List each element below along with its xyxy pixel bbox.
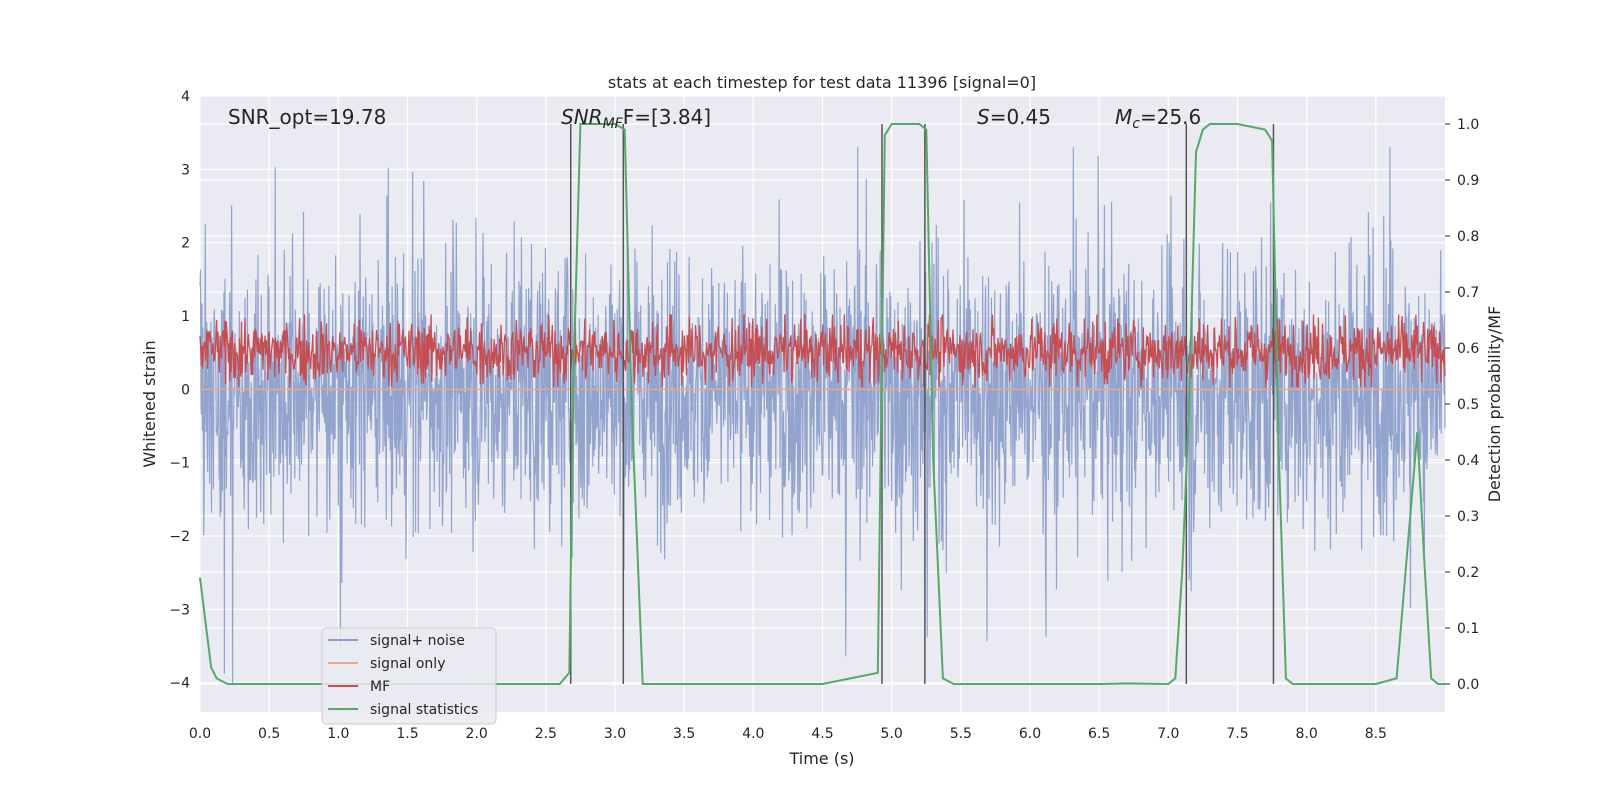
y-tick-label: 0 bbox=[181, 382, 190, 398]
x-tick-label: 1.0 bbox=[327, 726, 349, 742]
y2-tick-label: 0.1 bbox=[1457, 621, 1479, 637]
y-tick-label: 4 bbox=[181, 89, 190, 105]
legend-label-signal-only: signal only bbox=[370, 656, 445, 672]
y2-tick-label: 0.8 bbox=[1457, 229, 1479, 245]
y-tick-label: −2 bbox=[169, 529, 190, 545]
legend: signal+ noise signal only MF signal stat… bbox=[321, 627, 497, 725]
snr-opt-annotation: SNR_opt=19.78 bbox=[228, 105, 386, 129]
mc-annotation: Mc=25.6 bbox=[1115, 105, 1201, 132]
signal-noise-series bbox=[199, 147, 1446, 683]
x-tick-label: 0.5 bbox=[258, 726, 280, 742]
y2-tick-label: 0.9 bbox=[1457, 173, 1479, 189]
signal-statistics-line bbox=[199, 123, 1445, 686]
x-tick-label: 8.5 bbox=[1365, 726, 1387, 742]
y2-tick-label: 0.4 bbox=[1457, 453, 1479, 469]
y2-axis-label: Detection probability/MF bbox=[1485, 306, 1504, 503]
signal-statistics-series bbox=[199, 123, 1445, 686]
legend-label-signal-statistics: signal statistics bbox=[370, 702, 478, 718]
legend-label-mf: MF bbox=[370, 679, 390, 695]
y2-tick-label: 0.3 bbox=[1457, 509, 1479, 525]
x-ticks: 0.0 0.5 1.0 1.5 2.0 2.5 3.0 3.5 4.0 4.5 5.0 5.5 6.0 6… bbox=[189, 726, 1387, 742]
legend-box bbox=[321, 627, 497, 725]
y2-tick-label: 1.0 bbox=[1457, 117, 1479, 133]
x-tick-label: 3.5 bbox=[673, 726, 695, 742]
y-tick-label: −1 bbox=[169, 456, 190, 472]
signal-noise-line bbox=[199, 147, 1446, 683]
y2-tick-label: 0.0 bbox=[1457, 677, 1479, 693]
y-tick-label: 3 bbox=[181, 162, 190, 178]
y-tick-label: 2 bbox=[181, 236, 190, 252]
x-tick-label: 6.0 bbox=[1019, 726, 1041, 742]
y-axis-label: Whitened strain bbox=[140, 340, 159, 467]
x-tick-label: 0.0 bbox=[189, 726, 211, 742]
chart-title: stats at each timestep for test data 113… bbox=[608, 73, 1036, 92]
mf-line bbox=[199, 314, 1446, 388]
y-tick-label: 1 bbox=[181, 309, 190, 325]
y-tick-label: −3 bbox=[169, 602, 190, 618]
x-tick-label: 8.0 bbox=[1296, 726, 1318, 742]
x-tick-label: 2.0 bbox=[466, 726, 488, 742]
x-tick-label: 4.5 bbox=[811, 726, 833, 742]
x-axis-label: Time (s) bbox=[788, 749, 854, 768]
x-tick-label: 2.5 bbox=[535, 726, 557, 742]
y-ticks: 4 3 2 1 0 −1 −2 −3 −4 bbox=[169, 89, 190, 692]
y2-tick-label: 0.7 bbox=[1457, 285, 1479, 301]
legend-label-signal-noise: signal+ noise bbox=[370, 633, 465, 649]
grid bbox=[199, 95, 1445, 712]
x-tick-label: 4.0 bbox=[742, 726, 764, 742]
y2-ticks: 1.0 0.9 0.8 0.7 0.6 0.5 0.4 0.3 0.2 0.1 0.0 bbox=[1445, 117, 1479, 693]
y2-tick-label: 0.6 bbox=[1457, 341, 1479, 357]
y-tick-label: −4 bbox=[169, 676, 190, 692]
s-annotation: S=0.45 bbox=[977, 105, 1051, 129]
x-tick-label: 1.5 bbox=[396, 726, 418, 742]
x-tick-label: 7.0 bbox=[1157, 726, 1179, 742]
x-tick-label: 5.0 bbox=[881, 726, 903, 742]
y2-tick-label: 0.5 bbox=[1457, 397, 1479, 413]
x-tick-label: 5.5 bbox=[950, 726, 972, 742]
mf-series bbox=[199, 314, 1446, 388]
x-tick-label: 6.5 bbox=[1088, 726, 1110, 742]
snr-mf-annotation: SNRMFF=[3.84] bbox=[561, 105, 711, 132]
x-tick-label: 3.0 bbox=[604, 726, 626, 742]
x-tick-label: 7.5 bbox=[1226, 726, 1248, 742]
y2-tick-label: 0.2 bbox=[1457, 565, 1479, 581]
